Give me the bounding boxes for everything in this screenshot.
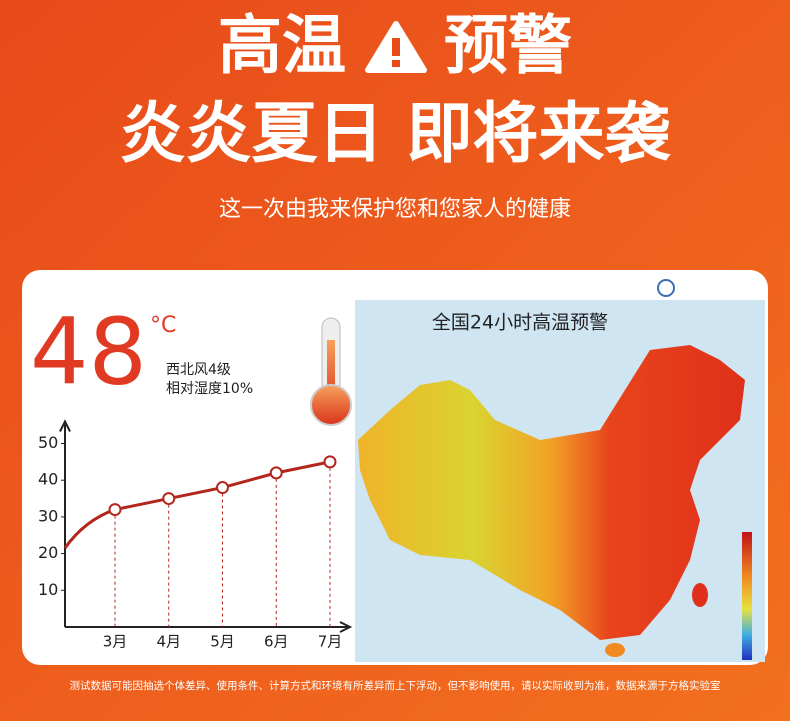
x-axis-arrow <box>339 621 353 633</box>
map-title: 全国24小时高温预警 <box>432 312 608 334</box>
temperature: 48 <box>30 298 147 405</box>
footer-note: 测试数据可能因抽选个体差异、使用条件、计算方式和环境有所差异而上下浮动，但不影响… <box>70 679 721 692</box>
chart: 10 20 30 40 50 3月 4月 5月 6月 7月 <box>38 419 353 651</box>
wind: 西北风4级 <box>166 362 231 378</box>
y-tick-label: 20 <box>38 543 58 562</box>
island <box>692 583 708 607</box>
y-axis-arrow <box>59 419 71 432</box>
temperature-unit: °C <box>150 313 176 338</box>
point <box>108 503 122 517</box>
subtitle: 这一次由我来保护您和您家人的健康 <box>219 197 571 222</box>
y-tick-label: 30 <box>38 506 58 525</box>
y-tick-label: 50 <box>38 433 58 452</box>
humidity: 相对湿度10% <box>166 381 253 397</box>
headline: 炎炎夏日 即将来袭 <box>120 95 672 172</box>
island <box>605 643 625 657</box>
point <box>216 481 229 495</box>
color-bar <box>742 532 752 660</box>
x-tick-label: 5月 <box>210 633 235 651</box>
y-tick-label: 40 <box>38 470 58 489</box>
map <box>358 345 745 640</box>
x-tick-label: 3月 <box>103 633 128 651</box>
x-tick-label: 4月 <box>156 633 181 651</box>
y-tick-label: 10 <box>38 580 58 599</box>
x-tick-label: 6月 <box>264 633 289 651</box>
title-left: 高温 <box>218 10 346 84</box>
warning-icon <box>365 21 427 73</box>
point <box>323 455 337 469</box>
logo <box>657 279 675 297</box>
point <box>269 466 283 480</box>
thermometer <box>310 317 352 426</box>
title-right: 预警 <box>444 10 572 84</box>
point <box>162 492 176 506</box>
x-tick-label: 7月 <box>318 633 343 651</box>
